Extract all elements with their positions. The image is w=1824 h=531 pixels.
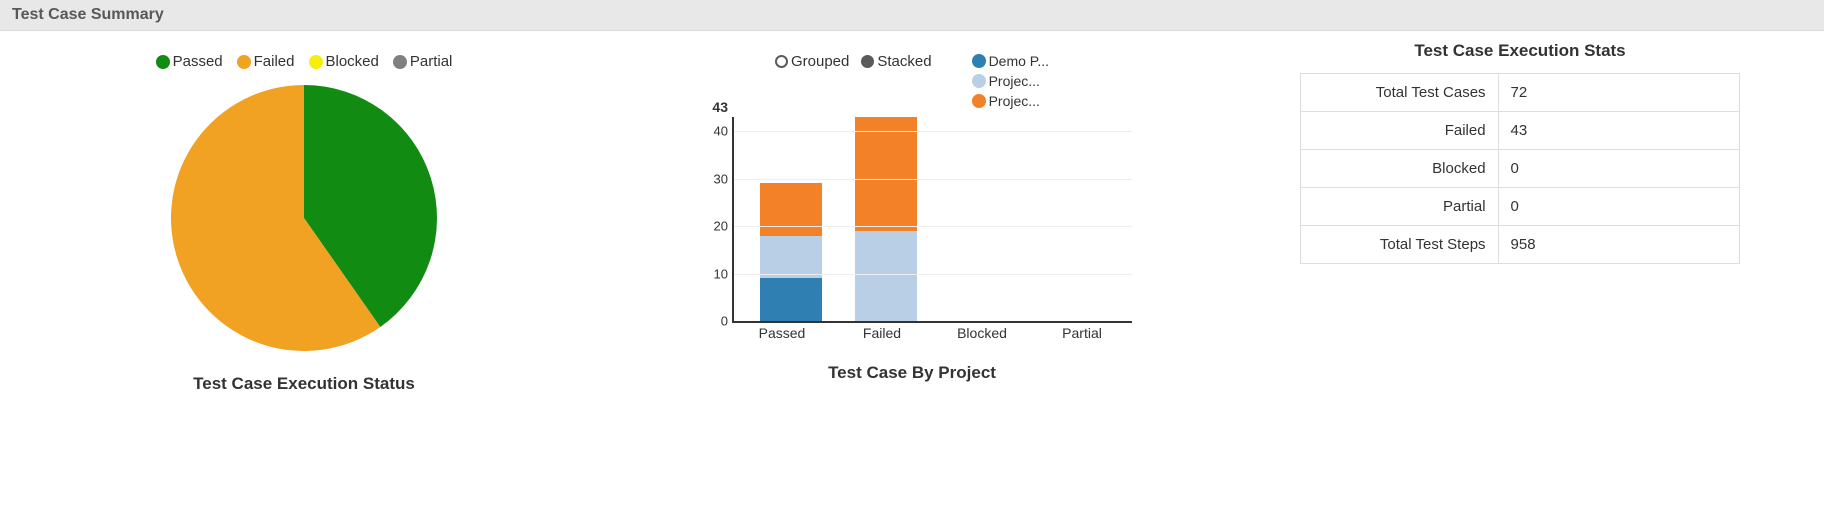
legend-swatch [972,54,986,68]
legend-swatch [972,94,986,108]
bar-group [933,117,1028,321]
radio-unselected-icon [775,55,788,68]
stat-value: 0 [1498,188,1739,226]
pie-panel: Passed Failed Blocked Partial Test Case Exe… [20,41,588,394]
radio-selected-icon [861,55,874,68]
bar-segment[interactable] [855,117,917,231]
pie-svg [164,78,444,358]
legend-swatch [156,55,170,69]
legend-label: Projec... [989,73,1040,89]
pie-legend-item[interactable]: Failed [237,53,295,70]
pie-legend-item[interactable]: Passed [156,53,223,70]
mode-label: Stacked [877,53,931,70]
legend-swatch [972,74,986,88]
bar-segment[interactable] [760,183,822,235]
legend-label: Partial [410,53,453,70]
stat-label: Total Test Steps [1301,226,1499,264]
bar-segment[interactable] [760,278,822,321]
stats-title: Test Case Execution Stats [1414,41,1625,61]
stat-value: 0 [1498,150,1739,188]
bar-panel: Grouped Stacked Demo P... Projec... Projec.… [628,41,1196,394]
stat-label: Failed [1301,112,1499,150]
bar-mode-option[interactable]: Stacked [861,53,931,70]
table-row: Total Test Cases72 [1301,74,1740,112]
x-tick-label: Blocked [932,325,1032,347]
y-max-label: 43 [692,99,728,115]
legend-swatch [393,55,407,69]
bar-legend-item[interactable]: Projec... [972,93,1049,109]
gridline [734,131,1132,132]
section-title: Test Case Summary [12,6,164,23]
stat-label: Partial [1301,188,1499,226]
pie-chart [164,78,444,358]
bar-group [1028,117,1123,321]
bar-group [839,117,934,321]
bar-x-labels: PassedFailedBlockedPartial [732,325,1132,347]
pie-legend-item[interactable]: Partial [393,53,453,70]
pie-title: Test Case Execution Status [193,374,415,394]
table-row: Blocked0 [1301,150,1740,188]
x-tick-label: Partial [1032,325,1132,347]
bar-title: Test Case By Project [828,363,996,383]
table-row: Total Test Steps958 [1301,226,1740,264]
bar-legend-item[interactable]: Demo P... [972,53,1049,69]
stat-label: Total Test Cases [1301,74,1499,112]
pie-legend: Passed Failed Blocked Partial [156,53,453,70]
gridline [734,179,1132,180]
bar-plot [732,117,1132,323]
bar-segment[interactable] [855,231,917,321]
gridline [734,226,1132,227]
y-tick-label: 30 [692,171,728,186]
bar-series-legend: Demo P... Projec... Projec... [972,53,1049,109]
section-header: Test Case Summary [0,0,1824,31]
stat-label: Blocked [1301,150,1499,188]
bar-stack[interactable] [855,117,917,321]
x-tick-label: Failed [832,325,932,347]
x-tick-label: Passed [732,325,832,347]
legend-swatch [237,55,251,69]
bar-group [744,117,839,321]
stats-table: Total Test Cases72Failed43Blocked0Partia… [1300,73,1740,264]
legend-label: Projec... [989,93,1040,109]
pie-legend-item[interactable]: Blocked [309,53,379,70]
y-tick-label: 20 [692,219,728,234]
stat-value: 43 [1498,112,1739,150]
bar-chart: PassedFailedBlockedPartial 01020304043 [692,117,1132,347]
bar-segment[interactable] [760,236,822,279]
table-row: Failed43 [1301,112,1740,150]
bar-mode-option[interactable]: Grouped [775,53,849,70]
legend-label: Demo P... [989,53,1049,69]
legend-label: Blocked [326,53,379,70]
bar-top-row: Grouped Stacked Demo P... Projec... Projec.… [775,53,1049,109]
legend-label: Passed [173,53,223,70]
bar-stack[interactable] [760,183,822,321]
y-tick-label: 40 [692,124,728,139]
legend-swatch [309,55,323,69]
stats-panel: Test Case Execution Stats Total Test Cas… [1236,41,1804,394]
gridline [734,274,1132,275]
table-row: Partial0 [1301,188,1740,226]
panels-row: PassedFailedBlockedPartial Test Case Exe… [0,31,1824,414]
bar-mode-toggle: Grouped Stacked [775,53,932,70]
stat-value: 72 [1498,74,1739,112]
bar-legend-item[interactable]: Projec... [972,73,1049,89]
stat-value: 958 [1498,226,1739,264]
mode-label: Grouped [791,53,849,70]
legend-label: Failed [254,53,295,70]
y-tick-label: 0 [692,314,728,329]
y-tick-label: 10 [692,266,728,281]
bars-row [734,117,1132,321]
